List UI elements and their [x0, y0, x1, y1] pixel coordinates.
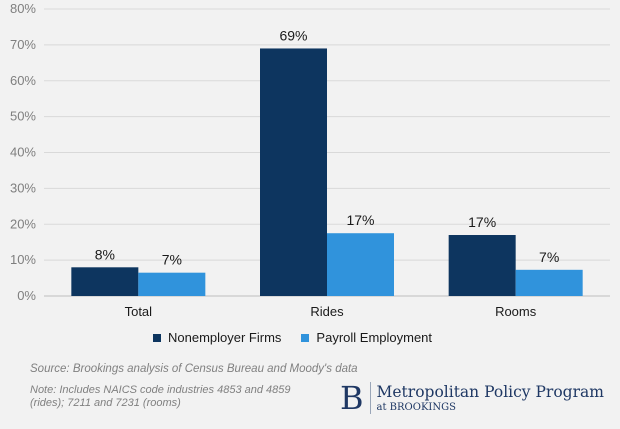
y-tick-label: 0% [17, 288, 36, 303]
source-note: Source: Brookings analysis of Census Bur… [30, 363, 358, 375]
y-tick-label: 40% [10, 145, 36, 160]
legend-swatch-payroll [301, 333, 310, 342]
legend-item-payroll: Payroll Employment [301, 330, 432, 345]
bar [327, 233, 394, 296]
legend-label-payroll: Payroll Employment [316, 330, 433, 345]
bar [138, 272, 206, 296]
y-tick-label: 20% [10, 216, 36, 231]
brookings-logo: B Metropolitan Policy Program at BROOKIN… [340, 380, 604, 416]
y-tick-label: 60% [10, 73, 36, 88]
data-label: 7% [539, 249, 559, 265]
legend: Nonemployer Firms Payroll Employment [153, 330, 432, 345]
y-tick-label: 10% [10, 252, 36, 267]
x-category-label: Rides [310, 304, 344, 319]
y-tick-label: 70% [10, 37, 36, 52]
bar [260, 48, 327, 297]
legend-swatch-nonemployer [153, 333, 161, 342]
x-category-label: Rooms [495, 304, 537, 319]
logo-text: Metropolitan Policy Program at BROOKINGS [377, 383, 604, 414]
bar-chart: 0% 10% 20% 30% 40% 50% 60% 70% 80% 8% 7% Total 69% 17… [10, 1, 610, 319]
y-tick-label: 30% [10, 180, 36, 195]
y-tick-label: 50% [10, 109, 36, 124]
data-label: 8% [95, 246, 115, 262]
logo-subtitle: at BROOKINGS [376, 401, 456, 413]
bar [71, 267, 139, 296]
bar [515, 269, 583, 296]
bar [448, 235, 516, 296]
industry-note: Note: Includes NAICS code industries 485… [30, 384, 291, 409]
data-label: 17% [468, 214, 496, 230]
logo-divider [369, 382, 371, 414]
data-label: 17% [346, 212, 374, 228]
logo-title: Metropolitan Policy Program [376, 382, 604, 401]
legend-label-nonemployer: Nonemployer Firms [168, 330, 282, 345]
legend-item-nonemployer: Nonemployer Firms [153, 330, 281, 345]
y-tick-label: 80% [10, 1, 36, 16]
data-label: 7% [162, 252, 182, 268]
data-label: 69% [279, 27, 307, 43]
x-category-label: Total [125, 304, 153, 319]
logo-letter: B [340, 379, 364, 417]
